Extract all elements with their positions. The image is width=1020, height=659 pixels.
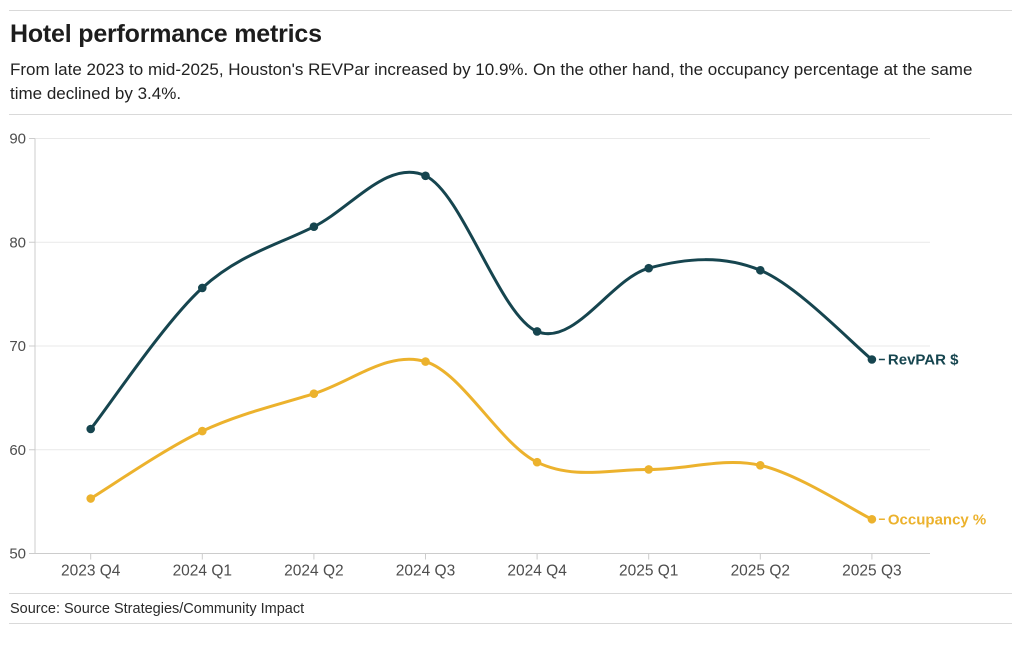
source-divider-bottom bbox=[9, 623, 1012, 624]
y-tick-label: 80 bbox=[9, 234, 26, 251]
top-divider bbox=[9, 10, 1012, 11]
line-chart: 50 60 70 80 90 2023 Q4 2024 Q1 2024 Q2 2024 Q3 20… bbox=[9, 131, 986, 580]
revpar-point-marker bbox=[198, 283, 207, 293]
revpar-point-marker bbox=[644, 263, 653, 273]
occupancy-line bbox=[89, 357, 874, 521]
occupancy-point-marker bbox=[532, 457, 542, 467]
occupancy-point-marker bbox=[756, 461, 765, 470]
occupancy-point-marker bbox=[309, 389, 319, 399]
occupancy-point-marker bbox=[867, 514, 877, 524]
revpar-point-marker bbox=[421, 171, 430, 181]
revpar-line bbox=[89, 170, 874, 431]
page-title: Hotel performance metrics bbox=[10, 20, 322, 48]
revpar-point-marker bbox=[867, 355, 877, 364]
revpar-point-marker bbox=[532, 327, 542, 336]
occupancy-series-label: Occupancy % bbox=[888, 511, 986, 528]
source-divider-top bbox=[9, 593, 1012, 594]
x-tick-label: 2025 Q3 bbox=[842, 563, 901, 580]
occupancy-point-marker bbox=[198, 426, 207, 436]
x-tick-label: 2024 Q2 bbox=[284, 563, 343, 580]
revpar-point-marker bbox=[309, 222, 319, 231]
occupancy-point-marker bbox=[421, 357, 430, 366]
header-divider bbox=[9, 114, 1012, 115]
y-tick-label: 70 bbox=[9, 338, 26, 355]
x-tick-label: 2025 Q1 bbox=[619, 563, 678, 580]
x-tick-label: 2025 Q2 bbox=[731, 563, 790, 580]
source-attribution: Source: Source Strategies/Community Impa… bbox=[10, 601, 305, 617]
y-tick-label: 90 bbox=[9, 131, 26, 148]
revpar-series-label: RevPAR $ bbox=[888, 351, 959, 368]
revpar-point-marker bbox=[756, 265, 765, 275]
x-tick-label: 2024 Q3 bbox=[396, 563, 455, 580]
y-tick-label: 60 bbox=[9, 442, 26, 459]
x-tick-label: 2023 Q4 bbox=[61, 563, 121, 580]
y-tick-label: 50 bbox=[9, 546, 26, 563]
chart-subtitle: From late 2023 to mid-2025, Houston's RE… bbox=[10, 60, 973, 103]
x-tick-label: 2024 Q1 bbox=[173, 563, 232, 580]
occupancy-point-marker bbox=[86, 494, 95, 503]
x-tick-label: 2024 Q4 bbox=[507, 563, 567, 580]
revpar-point-marker bbox=[86, 424, 95, 434]
occupancy-point-marker bbox=[644, 465, 653, 474]
